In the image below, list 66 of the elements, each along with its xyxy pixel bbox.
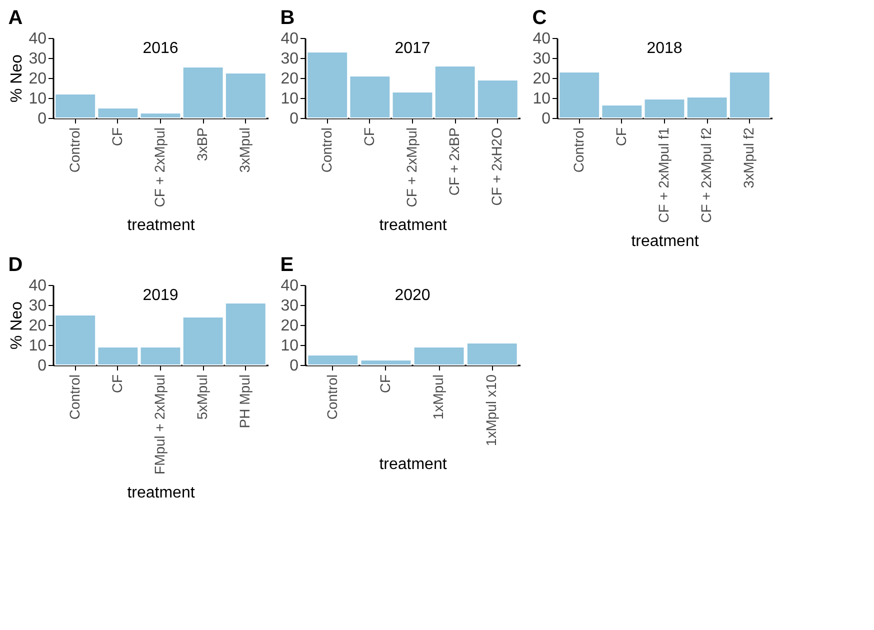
x-tick-label: CF + 2xH2O xyxy=(488,127,505,206)
y-tick-label: 0 xyxy=(38,358,47,374)
y-tick-label: 10 xyxy=(28,338,47,354)
x-tick-label: FMpul + 2xMpul xyxy=(152,374,168,474)
y-axis-title: % Neo xyxy=(8,54,26,103)
y-tick-label: 10 xyxy=(280,338,299,354)
y-tick-label: 30 xyxy=(28,298,47,314)
x-tick-label: CF + 2xMpul f1 xyxy=(656,127,672,223)
x-tick-label: Control xyxy=(318,128,334,173)
text: A xyxy=(8,7,23,29)
x-tick-label: 3xBP xyxy=(194,128,210,161)
y-tick-label: 10 xyxy=(532,90,551,108)
x-tick-label: CF xyxy=(108,374,125,394)
x-axis-title: treatment xyxy=(379,217,448,234)
x-tick-label: CF + 2xBP xyxy=(446,128,462,196)
x-tick-label: Control xyxy=(66,128,82,173)
text: C xyxy=(532,7,547,29)
x-tick-label: CF + 2xMpul xyxy=(404,128,420,208)
x-tick-label: CF xyxy=(108,128,125,146)
y-tick-label: 40 xyxy=(280,30,299,48)
text: D xyxy=(8,254,23,276)
y-tick-label: 40 xyxy=(28,278,47,294)
y-tick-label: 0 xyxy=(290,358,299,374)
y-tick-label: 0 xyxy=(542,110,551,128)
y-tick-label: 40 xyxy=(280,278,299,294)
x-axis-title: treatment xyxy=(127,217,196,234)
x-tick-label: Control xyxy=(66,374,82,420)
chart-title: 2017 xyxy=(394,40,430,57)
x-tick-label: Control xyxy=(570,128,586,173)
x-tick-label: CF xyxy=(376,374,393,394)
x-tick-label: CF + 2xMpul f2 xyxy=(698,127,714,223)
y-tick-label: 30 xyxy=(280,50,299,68)
y-tick-label: 20 xyxy=(28,70,47,88)
chart-title: 2018 xyxy=(646,40,682,57)
x-tick-label: PH Mpul xyxy=(236,374,253,428)
x-axis-title: treatment xyxy=(127,484,196,502)
x-tick-label: CF + 2xMpul xyxy=(152,128,168,208)
y-tick-label: 30 xyxy=(28,50,47,68)
x-axis-title: treatment xyxy=(631,232,700,250)
y-axis-title: % Neo xyxy=(8,301,26,350)
x-tick-label: 1xMpul x10 xyxy=(483,374,500,446)
y-tick-label: 20 xyxy=(532,70,551,88)
y-tick-label: 30 xyxy=(532,50,551,68)
y-tick-label: 10 xyxy=(28,90,47,108)
x-axis-title: treatment xyxy=(379,456,448,474)
y-tick-label: 10 xyxy=(280,90,299,108)
x-tick-label: CF xyxy=(360,128,377,146)
x-tick-label: Control xyxy=(324,374,340,420)
x-tick-label: 5xMpul xyxy=(194,374,210,420)
text: B xyxy=(280,7,295,29)
text: E xyxy=(280,254,294,276)
chart-title: 2020 xyxy=(394,287,430,304)
y-tick-label: 20 xyxy=(28,318,47,334)
x-tick-label: CF xyxy=(612,128,629,146)
chart-title: 2019 xyxy=(142,287,178,304)
y-tick-label: 30 xyxy=(280,298,299,314)
x-tick-label: 3xMpul xyxy=(236,128,253,173)
chart-title: 2016 xyxy=(142,40,178,57)
y-tick-label: 0 xyxy=(38,110,47,128)
y-tick-label: 20 xyxy=(280,70,299,88)
y-tick-label: 40 xyxy=(28,30,47,48)
x-tick-label: 1xMpul xyxy=(430,374,446,420)
y-tick-label: 20 xyxy=(280,318,299,334)
y-tick-label: 0 xyxy=(290,110,299,128)
x-tick-label: 3xMpul f2 xyxy=(740,127,757,188)
y-tick-label: 40 xyxy=(532,30,551,48)
